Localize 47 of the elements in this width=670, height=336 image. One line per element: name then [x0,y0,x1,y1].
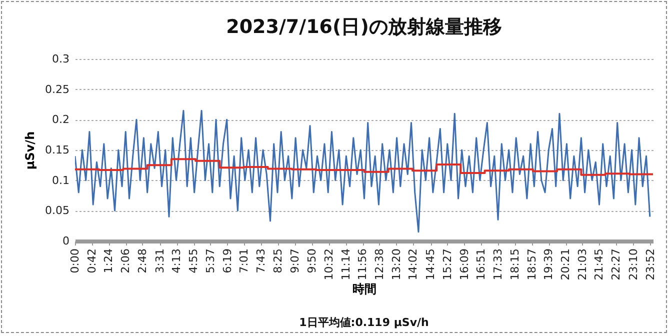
x-tick-label: 19:39 [542,248,556,280]
x-tick-label: 16:51 [474,248,488,280]
x-tick-label: 16:09 [458,248,471,280]
x-axis-title: 時間 [352,282,376,296]
line-series [75,110,651,233]
x-tick-label: 10:32 [322,248,336,280]
x-tick-label: 2:48 [136,248,149,274]
x-tick-label: 18:15 [508,248,522,280]
x-tick-label: 18:57 [525,248,538,280]
x-tick-label: 0:42 [85,248,98,274]
y-tick-label: 0.25 [45,82,70,96]
x-tick-label: 4:55 [187,248,200,274]
x-tick-label: 7:01 [238,248,251,274]
x-tick-label: 3:31 [153,248,166,274]
x-tick-label: 20:21 [559,248,572,280]
chart-title: 2023/7/16(日)の放射線量推移 [226,16,502,38]
x-tick-label: 14:02 [406,248,420,280]
x-tick-label: 21:03 [576,248,589,280]
x-tick-label: 14:45 [424,248,438,280]
x-tick-label: 5:37 [204,248,217,274]
y-tick-label: 0.15 [45,144,70,156]
x-tick-label: 1:24 [102,248,116,274]
x-tick-label: 21:45 [592,248,606,280]
y-axis-title: µSv/h [23,131,38,170]
x-tick-label: 4:13 [170,248,184,274]
x-tick-label: 11:14 [339,248,352,280]
x-tick-label: 23:10 [626,248,640,280]
x-tick-label: 15:27 [440,248,454,280]
x-tick-label: 2:06 [119,248,132,274]
x-tick-label: 9:50 [306,248,319,274]
x-tick-label: 7:43 [254,248,268,274]
y-tick-label: 0.05 [45,204,70,218]
text: 1日平均値:0.119 µSv/h [299,316,429,329]
y-tick-label: 0.3 [52,52,70,66]
y-tick-label: 0 [62,234,70,248]
x-tick-label: 17:33 [492,248,505,280]
x-tick-label: 22:27 [610,248,623,280]
x-tick-label: 9:07 [288,248,302,274]
y-tick-label: 0.2 [52,113,70,126]
x-tick-label: 0:00 [68,248,82,274]
x-tick-label: 11:56 [356,248,370,280]
x-tick-label: 6:19 [220,248,234,274]
x-tick-label: 23:52 [644,248,657,280]
y-tick-label: 0.1 [52,174,70,187]
x-tick-label: 8:25 [271,248,284,274]
x-tick-label: 13:20 [390,248,403,280]
x-tick-label: 12:38 [373,248,386,280]
